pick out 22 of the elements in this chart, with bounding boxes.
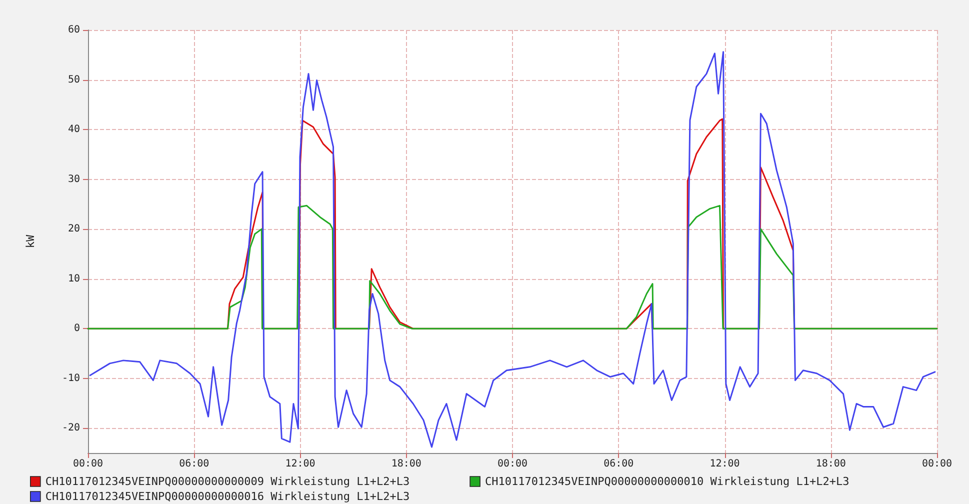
x-tick-label: 00:00	[497, 458, 528, 470]
y-tick-label: -20	[62, 422, 80, 434]
x-tick-label: 00:00	[922, 458, 952, 470]
x-tick-label: 18:00	[816, 458, 846, 470]
x-tick-label: 06:00	[179, 458, 210, 470]
x-tick-label: 12:00	[285, 458, 316, 470]
y-tick-label: 20	[68, 224, 80, 235]
y-tick-label: 30	[68, 174, 80, 185]
legend-label: CH10117012345VEINPQ00000000000016 Wirkleistung L1+L2+L3	[45, 490, 410, 503]
y-tick-label: 50	[68, 74, 80, 86]
y-tick-label: 40	[68, 124, 80, 136]
legend-label: CH10117012345VEINPQ00000000000009 Wirkleistung L1+L2+L3	[45, 475, 410, 488]
y-tick-label: 10	[68, 273, 80, 284]
y-tick-label: 60	[68, 24, 80, 36]
y-tick-label: -10	[62, 372, 80, 384]
x-tick-label: 18:00	[391, 458, 422, 470]
x-tick-label: 00:00	[72, 458, 104, 470]
x-tick-label: 12:00	[710, 458, 740, 470]
y-tick-label: 0	[74, 323, 80, 334]
x-tick-label: 06:00	[604, 458, 634, 470]
y-axis-title: kW	[24, 234, 37, 248]
legend-label: CH10117012345VEINPQ00000000000010 Wirkleistung L1+L2+L3	[485, 475, 850, 488]
